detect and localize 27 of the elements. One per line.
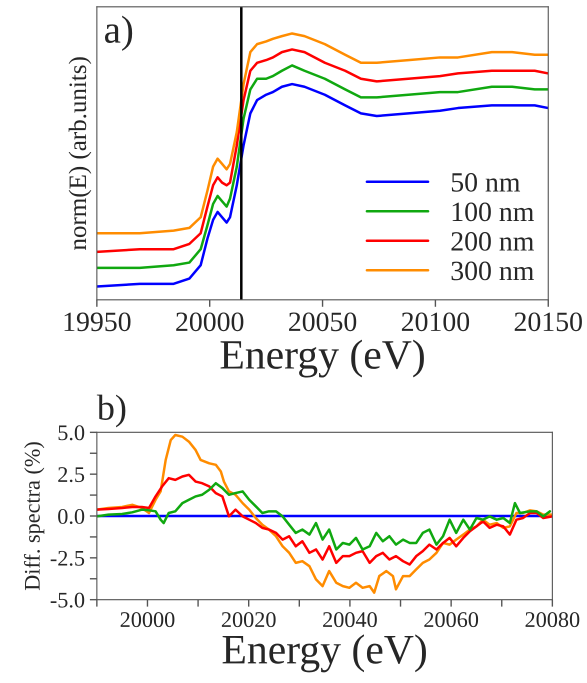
x-axis-title: Energy (eV) <box>222 634 426 672</box>
x-tick-label: 20060 <box>424 612 478 628</box>
y-tick-label: 2.5 <box>58 467 84 482</box>
text: b) <box>96 394 126 428</box>
x-tick-label: 20000 <box>120 612 174 628</box>
y-axis-title: norm(E) (arb.units) <box>68 57 92 250</box>
x-tick-label: 20080 <box>526 612 580 628</box>
y-tick-label: -2.5 <box>50 550 84 566</box>
x-axis-title: Energy (eV) <box>220 340 424 378</box>
x-tick-label: 19950 <box>64 312 131 332</box>
line-series <box>96 474 552 566</box>
x-tick-label: 20000 <box>176 312 244 332</box>
y-tick-label: -5.0 <box>50 592 84 608</box>
line-series <box>96 482 552 551</box>
x-tick-label: 20040 <box>323 612 377 628</box>
legend-label: 100 nm <box>452 202 534 222</box>
x-tick-label: 20050 <box>289 312 356 332</box>
x-tick-label: 20020 <box>222 612 276 628</box>
y-axis-title: Diff. spectra (%) <box>24 442 44 590</box>
legend-label: 200 nm <box>451 232 534 251</box>
legend-label: 300 nm <box>452 262 534 280</box>
y-tick-label: 0.0 <box>58 508 84 524</box>
legend-label: 50 nm <box>452 172 520 192</box>
annotation: a) <box>104 16 132 51</box>
x-tick-label: 20150 <box>514 312 582 332</box>
y-tick-label: 5.0 <box>58 425 84 440</box>
x-tick-label: 20100 <box>402 312 470 332</box>
